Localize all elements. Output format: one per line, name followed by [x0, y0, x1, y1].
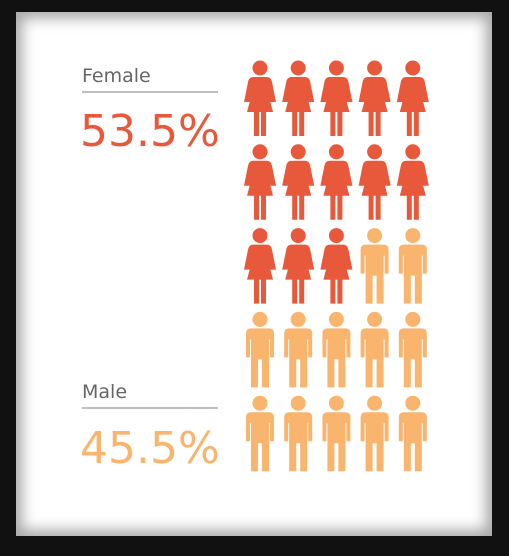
icon-body: [244, 77, 276, 136]
value-label: 53.5%: [80, 106, 220, 157]
icon-head: [252, 228, 268, 244]
person-icon: [358, 60, 391, 136]
person-icon: [322, 395, 351, 472]
icon-body: [284, 328, 313, 388]
icon-head: [328, 311, 344, 327]
person-icon: [360, 311, 389, 388]
icon-body: [360, 244, 389, 304]
icon-body: [360, 412, 389, 472]
icon-body: [246, 328, 274, 388]
icon-head: [405, 228, 421, 244]
icon-body: [322, 412, 351, 472]
person-icon: [320, 144, 353, 220]
icon-body: [244, 244, 276, 304]
icon-body: [282, 160, 315, 220]
person-icon: [320, 228, 353, 304]
icon-head: [328, 60, 344, 76]
icon-body: [360, 328, 389, 388]
icon-body: [244, 160, 276, 220]
person-icon: [284, 311, 313, 388]
icon-head: [290, 395, 306, 411]
value-label: 45.5%: [80, 423, 220, 474]
person-icon: [398, 395, 427, 472]
person-icon: [244, 228, 276, 304]
icon-body: [284, 412, 313, 472]
person-icon: [244, 144, 276, 220]
person-icon: [358, 144, 391, 220]
icon-head: [290, 144, 306, 160]
icon-head: [367, 311, 383, 327]
person-icon: [360, 228, 389, 304]
legend-label: Male: [82, 381, 127, 403]
icon-body: [246, 412, 274, 472]
icon-head: [252, 311, 268, 327]
person-icon: [322, 311, 351, 388]
icon-head: [290, 60, 306, 76]
icon-head: [252, 144, 268, 160]
icon-body: [320, 244, 353, 304]
icon-head: [367, 60, 383, 76]
person-icon: [398, 228, 427, 304]
icon-head: [367, 144, 383, 160]
icon-body: [320, 160, 353, 220]
person-icon: [396, 144, 429, 220]
icon-body: [398, 412, 427, 472]
icon-head: [290, 311, 306, 327]
icon-body: [282, 77, 315, 136]
icon-head: [252, 60, 268, 76]
legend-label: Female: [82, 65, 151, 87]
person-icon: [246, 395, 274, 472]
icon-body: [358, 160, 391, 220]
icon-head: [367, 228, 383, 244]
person-icon: [282, 228, 315, 304]
person-icon: [244, 60, 276, 136]
icon-body: [398, 328, 427, 388]
icon-head: [252, 395, 268, 411]
person-icon: [320, 60, 353, 136]
icon-body: [322, 328, 351, 388]
icon-body: [358, 77, 391, 136]
icon-body: [396, 77, 429, 136]
icon-body: [398, 244, 427, 304]
icon-head: [367, 395, 383, 411]
icon-body: [396, 160, 429, 220]
person-icon: [360, 395, 389, 472]
icon-head: [328, 395, 344, 411]
icon-head: [405, 60, 421, 76]
person-icon: [282, 144, 315, 220]
icon-head: [405, 144, 421, 160]
icon-body: [282, 244, 315, 304]
icon-head: [290, 228, 306, 244]
icon-head: [328, 228, 344, 244]
icon-head: [405, 395, 421, 411]
icon-head: [405, 311, 421, 327]
icon-body: [320, 77, 353, 136]
person-icon: [284, 395, 313, 472]
person-icon: [282, 60, 315, 136]
person-icon: [398, 311, 427, 388]
icon-head: [328, 144, 344, 160]
person-icon: [396, 60, 429, 136]
person-icon: [246, 311, 274, 388]
